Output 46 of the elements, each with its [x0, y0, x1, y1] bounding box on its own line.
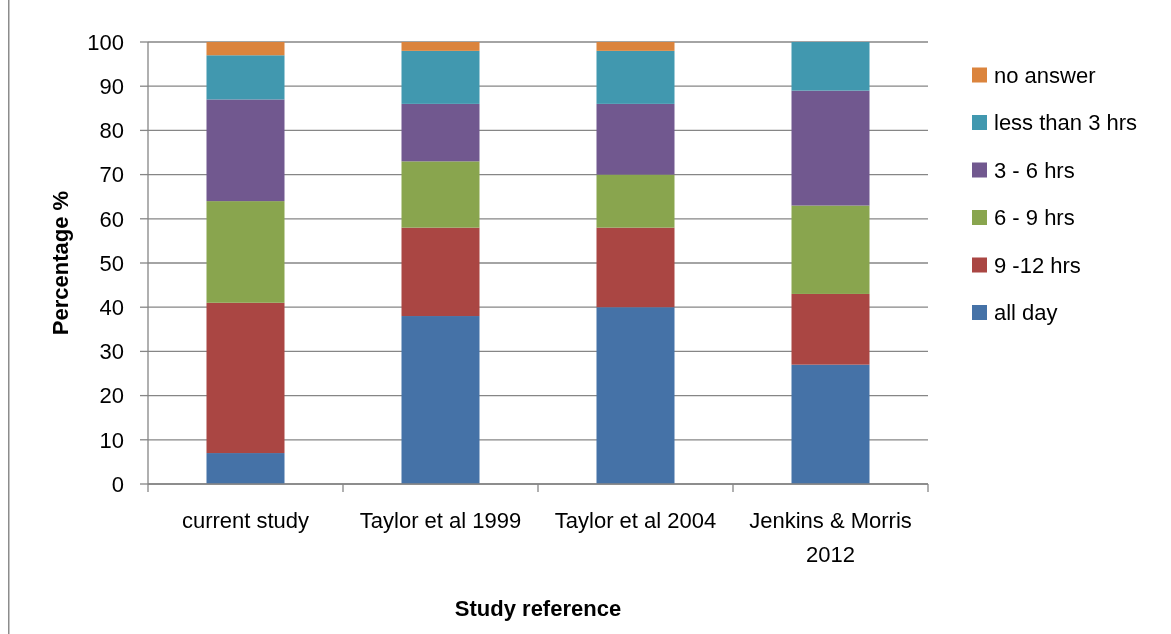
bar: [401, 50, 480, 104]
y-tick-label: 70: [99, 162, 124, 188]
y-tick-label: 20: [99, 383, 124, 409]
x-tick-label: Taylor et al 2004: [554, 508, 717, 533]
y-tick-label: 40: [99, 294, 124, 320]
x-axis-title: Study reference: [454, 596, 622, 621]
bar: [596, 50, 675, 104]
bar: [401, 103, 480, 162]
legend-label: all day: [994, 300, 1058, 326]
y-tick-label: 50: [99, 250, 124, 276]
legend-label: 9 -12 hrs: [994, 252, 1081, 278]
bar: [596, 227, 675, 308]
x-tick-label: Jenkins & Morris 2012: [749, 508, 912, 567]
bar: [401, 42, 480, 51]
bar: [206, 201, 285, 303]
y-tick-label: 0: [111, 471, 124, 497]
y-tick-label: 80: [99, 118, 124, 144]
bar: [206, 42, 285, 56]
bar: [206, 55, 285, 100]
bar: [596, 174, 675, 228]
legend-label: less than 3 hrs: [994, 110, 1138, 136]
bar: [596, 42, 675, 51]
bar: [791, 364, 870, 484]
bar: [206, 453, 285, 484]
bar: [596, 307, 675, 484]
bar: [791, 90, 870, 206]
bar: [791, 42, 870, 91]
y-tick-label: 90: [99, 73, 124, 99]
bar: [206, 302, 285, 454]
legend-label: 3 - 6 hrs: [994, 157, 1075, 183]
bar: [401, 161, 480, 228]
legend-label: 6 - 9 hrs: [994, 205, 1075, 231]
bar: [596, 103, 675, 175]
x-tick-label: current study: [181, 508, 310, 533]
y-tick-label: 60: [99, 206, 124, 232]
bar: [401, 227, 480, 317]
legend-label: no answer: [994, 62, 1096, 88]
bar: [791, 205, 870, 294]
bar: [791, 293, 870, 365]
bar: [401, 316, 480, 484]
bar: [206, 99, 285, 202]
y-tick-label: 10: [99, 427, 124, 453]
x-tick-label: Taylor et al 1999: [359, 508, 522, 533]
y-axis-title: Percentage %: [48, 190, 73, 336]
y-tick-label: 30: [99, 339, 124, 365]
y-tick-label: 100: [87, 29, 124, 55]
